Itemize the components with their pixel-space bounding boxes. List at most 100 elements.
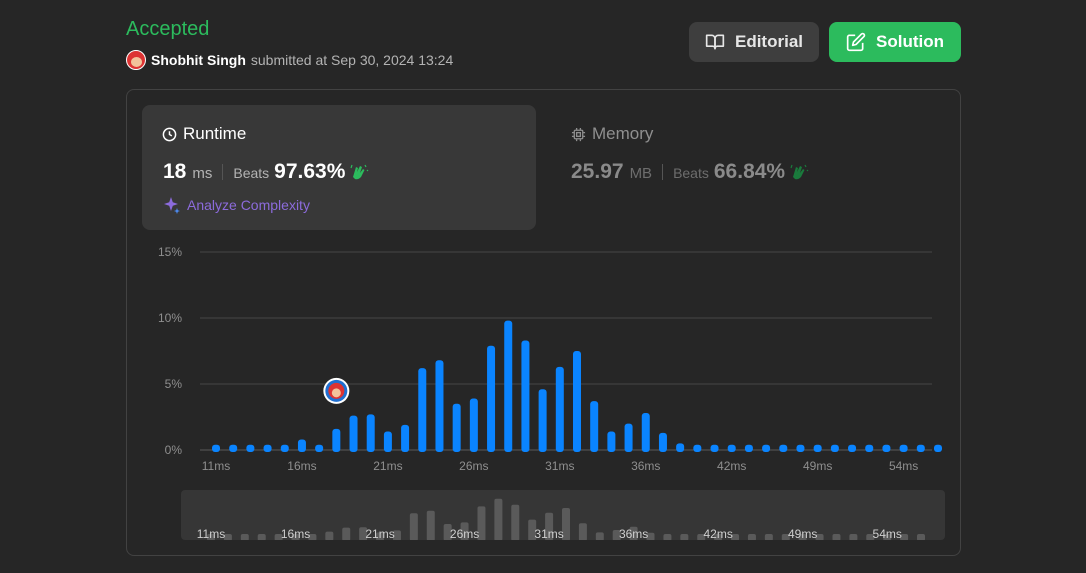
chart-bar	[435, 360, 444, 452]
chart-bar	[418, 368, 427, 452]
editorial-label: Editorial	[734, 32, 803, 51]
navigator-minimap[interactable]: 11ms 16ms 21ms 26ms 31ms 36ms 42ms 49ms 54ms	[181, 490, 945, 540]
navigator-bar	[747, 534, 756, 540]
navigator-tick-label: 36ms	[619, 527, 648, 540]
memory-title[interactable]: Memory	[571, 124, 653, 144]
navigator-tick-label: 42ms	[703, 527, 732, 540]
navigator-bar	[714, 534, 723, 540]
chart-bar	[762, 444, 771, 452]
navigator-bar	[663, 534, 672, 540]
navigator-bar	[223, 534, 232, 540]
chart-range-navigator[interactable]: 11ms 16ms 21ms 26ms 31ms 36ms 42ms 49ms 54ms	[181, 490, 945, 540]
chart-bar	[916, 444, 925, 452]
chart-bar	[452, 403, 461, 452]
navigator-bar	[511, 504, 520, 540]
editorial-button[interactable]: Editorial	[689, 22, 819, 62]
chart-bar	[246, 444, 255, 452]
chart-bar	[813, 444, 822, 452]
chart-bar	[658, 432, 667, 452]
user-position-marker[interactable]	[323, 377, 350, 404]
navigator-bar	[359, 527, 368, 540]
navigator-bar	[291, 534, 300, 540]
chart-bar	[848, 444, 857, 452]
navigator-bar	[325, 531, 334, 540]
runtime-card[interactable]	[142, 105, 536, 230]
navigator-bar	[545, 512, 554, 540]
navigator-bar	[308, 534, 317, 540]
book-open-icon	[705, 34, 725, 50]
result-panel	[126, 89, 961, 556]
memory-stat: 25.97 MB Beats 66.84%	[571, 160, 809, 184]
y-tick-label: 5%	[165, 377, 183, 391]
navigator-bar	[376, 532, 385, 540]
navigator-bar	[409, 513, 418, 540]
memory-title-label: Memory	[592, 124, 654, 143]
navigator-bar	[460, 522, 469, 540]
sparkle-icon	[164, 197, 180, 214]
chart-bar	[727, 444, 736, 452]
runtime-title-label: Runtime	[183, 124, 247, 143]
navigator-bar	[900, 534, 909, 540]
navigator-bar	[528, 519, 537, 540]
chip-icon	[571, 127, 586, 141]
memory-value: 25.97	[571, 160, 624, 183]
username-link[interactable]: Shobhit Singh	[151, 52, 246, 68]
divider	[222, 164, 224, 180]
x-tick-label: 31ms	[545, 459, 574, 473]
runtime-beats-value: 97.63%	[274, 160, 346, 183]
navigator-tick-label: 26ms	[450, 527, 479, 540]
navigator-bar	[207, 534, 215, 540]
x-tick-label: 26ms	[459, 459, 488, 473]
chart-bar	[573, 351, 581, 452]
runtime-distribution-chart[interactable]: 15% 10% 5% 0% 11ms 16ms 21ms 26ms 31ms 36ms 42ms 49…	[140, 238, 945, 475]
analyze-complexity-link[interactable]: Analyze Complexity	[163, 196, 310, 214]
clapping-hands-icon	[350, 164, 369, 180]
navigator-bar	[798, 534, 807, 540]
navigator-bar	[832, 534, 841, 540]
navigator-bar	[646, 532, 655, 540]
navigator-bar	[781, 534, 790, 540]
chart-bar	[830, 444, 839, 452]
navigator-bar	[764, 534, 773, 540]
chart-bar	[934, 444, 942, 452]
memory-beats-value: 66.84%	[713, 160, 786, 183]
chart-bar	[212, 444, 220, 452]
chart-bar	[693, 444, 702, 452]
navigator-bar	[426, 510, 435, 540]
chart-bar	[469, 398, 478, 452]
user-avatar[interactable]	[126, 50, 146, 70]
divider	[662, 164, 664, 180]
x-tick-label: 16ms	[287, 459, 316, 473]
submission-status: Accepted	[126, 18, 210, 40]
submission-info: Shobhit Singh submitted at Sep 30, 2024 …	[126, 50, 453, 70]
x-tick-label: 21ms	[373, 459, 402, 473]
chart-bar	[710, 444, 719, 452]
chart-bar	[744, 444, 753, 452]
runtime-beats-label: Beats	[233, 165, 270, 181]
x-tick-label: 42ms	[717, 459, 746, 473]
navigator-bar	[578, 523, 587, 540]
memory-beats-label: Beats	[673, 165, 709, 181]
navigator-tick-label: 16ms	[281, 527, 310, 540]
navigator-bar	[595, 532, 604, 540]
navigator-bar	[494, 498, 503, 540]
x-tick-label: 36ms	[631, 459, 660, 473]
navigator-bar	[731, 534, 740, 540]
chart-bar	[882, 444, 891, 452]
clapping-hands-icon	[790, 164, 809, 180]
navigator-bar	[392, 530, 401, 540]
chart-bar	[297, 439, 306, 452]
chart-bar	[899, 444, 908, 452]
chart-bar	[521, 340, 530, 452]
solution-button[interactable]: Solution	[829, 22, 961, 62]
chart-bar	[641, 413, 650, 452]
navigator-bar	[917, 534, 925, 540]
navigator-bar	[443, 524, 452, 540]
navigator-tick-label: 49ms	[788, 527, 817, 540]
navigator-bar	[815, 534, 824, 540]
chart-bar	[315, 444, 324, 452]
chart-bar	[263, 444, 272, 452]
navigator-bar	[883, 534, 892, 540]
navigator-bar	[697, 534, 706, 540]
analyze-complexity-label: Analyze Complexity	[187, 197, 310, 213]
